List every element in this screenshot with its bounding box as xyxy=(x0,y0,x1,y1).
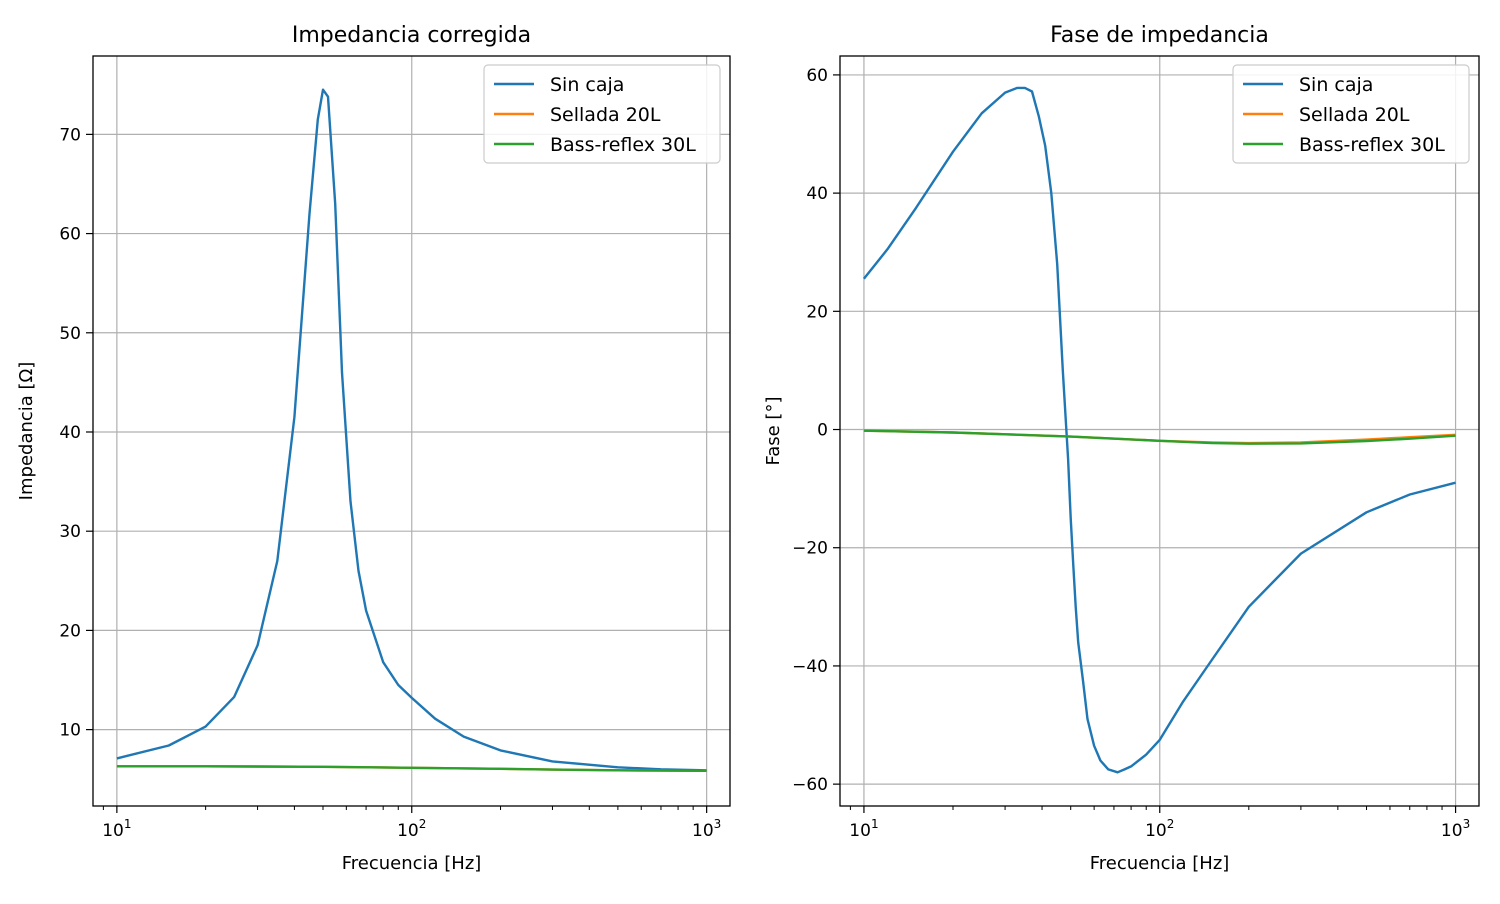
ticks: 101 102 103 10 20 30 40 50 60 70 xyxy=(59,125,721,841)
series-line xyxy=(863,429,1456,445)
chart-title: Fase de impedancia xyxy=(1050,23,1269,48)
legend-box xyxy=(1232,64,1470,164)
x-tick-label: 103 xyxy=(692,817,721,841)
y-tick-label: −40 xyxy=(792,657,828,677)
series-line xyxy=(116,765,707,772)
y-tick-label: 30 xyxy=(59,522,81,542)
ticks: 101 102 103 −60 −40 −20 0 20 40 60 xyxy=(792,66,1470,841)
legend: Sin caja Sellada 20L Bass-reflex 30L xyxy=(1232,64,1470,164)
legend-entry-label: Sellada 20L xyxy=(550,104,661,126)
grid xyxy=(840,56,1479,806)
y-tick-label: 60 xyxy=(59,225,81,245)
series-lines xyxy=(116,88,707,772)
y-tick-label: 70 xyxy=(59,125,81,145)
y-tick-label: −20 xyxy=(792,539,828,559)
legend-entry-label: Bass-reflex 30L xyxy=(1299,134,1445,156)
y-tick-label: 40 xyxy=(806,184,828,204)
x-tick-label: 102 xyxy=(1145,817,1174,841)
y-axis-label: Fase [°] xyxy=(763,397,784,466)
x-axis-label: Frecuencia [Hz] xyxy=(1090,853,1230,874)
phase-plot: 101 102 103 −60 −40 −20 0 20 40 60 Fase de impeda… xyxy=(763,23,1480,874)
legend-box xyxy=(483,64,721,164)
impedance-plot: 101 102 103 10 20 30 40 50 60 70 Impedancia corre… xyxy=(16,23,731,874)
legend: Sin caja Sellada 20L Bass-reflex 30L xyxy=(483,64,721,164)
legend-entry-label: Sellada 20L xyxy=(1299,104,1410,126)
x-tick-label: 103 xyxy=(1441,817,1470,841)
x-tick-label: 101 xyxy=(849,817,878,841)
x-tick-label: 102 xyxy=(397,817,426,841)
series-lines xyxy=(862,86,1456,774)
series-line xyxy=(116,88,707,772)
y-tick-label: 20 xyxy=(806,302,828,322)
legend-entry-label: Sin caja xyxy=(550,74,624,96)
y-tick-label: 40 xyxy=(59,423,81,443)
y-tick-label: 20 xyxy=(59,621,81,641)
y-tick-label: 0 xyxy=(817,421,828,441)
x-tick-label: 101 xyxy=(102,817,131,841)
x-axis-label: Frecuencia [Hz] xyxy=(342,853,482,874)
legend-entry-label: Sin caja xyxy=(1299,74,1373,96)
y-tick-label: 10 xyxy=(59,721,81,741)
series-line xyxy=(862,86,1456,774)
y-tick-label: 60 xyxy=(806,66,828,86)
y-axis-label: Impedancia [Ω] xyxy=(16,362,37,501)
y-tick-label: 50 xyxy=(59,324,81,344)
chart-title: Impedancia corregida xyxy=(292,23,531,48)
y-tick-label: −60 xyxy=(792,775,828,795)
legend-entry-label: Bass-reflex 30L xyxy=(550,134,696,156)
